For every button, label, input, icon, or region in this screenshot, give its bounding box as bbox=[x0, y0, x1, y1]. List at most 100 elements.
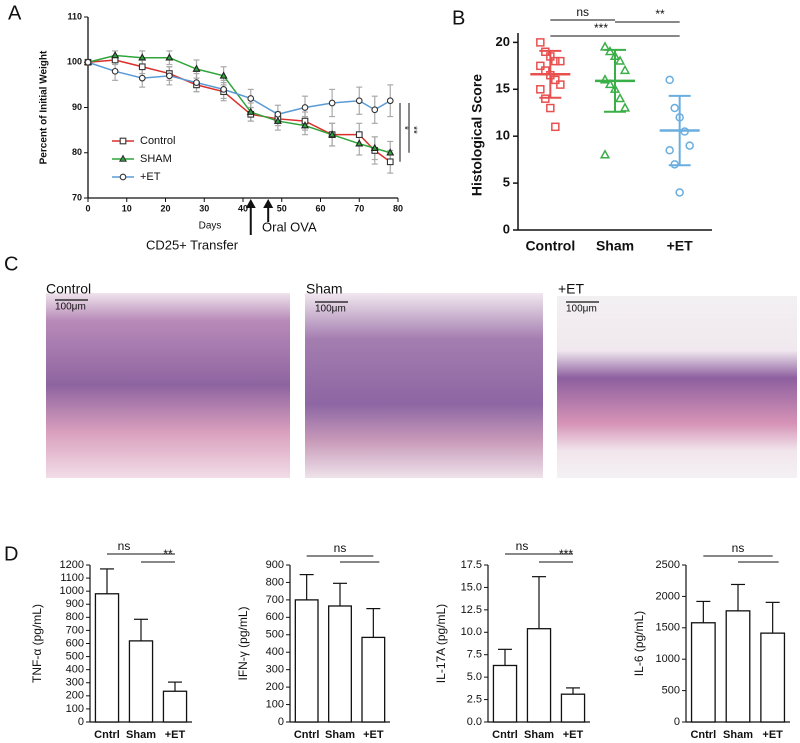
panel-label: B bbox=[452, 7, 465, 29]
marker bbox=[328, 99, 336, 107]
significance-label: ns bbox=[576, 5, 589, 19]
arrow-head bbox=[245, 199, 256, 208]
bar bbox=[725, 610, 751, 723]
marker bbox=[138, 74, 146, 82]
x-tick-label: +ET bbox=[667, 238, 694, 254]
y-tick-label: 0 bbox=[278, 716, 284, 728]
marker bbox=[386, 97, 394, 105]
bar bbox=[361, 636, 386, 723]
marker bbox=[300, 121, 310, 129]
marker bbox=[665, 75, 674, 85]
y-tick-label: 900 bbox=[266, 559, 284, 571]
panel-label: D bbox=[4, 543, 18, 565]
marker bbox=[604, 78, 616, 89]
marker bbox=[665, 146, 674, 155]
arrow-head bbox=[263, 199, 274, 208]
x-tick-label: +ET bbox=[363, 729, 384, 741]
significance-label: ns bbox=[516, 539, 529, 553]
y-tick-label: 1500 bbox=[656, 622, 680, 634]
legend-label: Control bbox=[140, 135, 175, 147]
legend-label: SHAM bbox=[140, 153, 172, 165]
y-tick-label: 10 bbox=[496, 128, 510, 143]
marker bbox=[614, 55, 626, 65]
x-tick-label: 30 bbox=[199, 203, 209, 213]
bar bbox=[94, 593, 120, 723]
x-tick-label: 80 bbox=[393, 203, 403, 213]
y-tick-label: 1000 bbox=[656, 653, 680, 665]
y-tick-label: 300 bbox=[66, 677, 84, 689]
y-tick-label: 300 bbox=[266, 664, 284, 676]
marker bbox=[386, 158, 394, 166]
y-tick-label: 17.5 bbox=[461, 559, 482, 571]
marker bbox=[118, 154, 128, 162]
y-tick-label: 1100 bbox=[60, 572, 84, 584]
marker bbox=[386, 148, 395, 156]
marker bbox=[165, 53, 174, 61]
significance-label: ** bbox=[163, 547, 173, 561]
marker bbox=[119, 173, 127, 181]
marker bbox=[670, 103, 679, 113]
y-tick-label: 700 bbox=[266, 594, 284, 606]
x-tick-label: +ET bbox=[563, 729, 584, 741]
y-tick-label: 0 bbox=[503, 221, 510, 236]
y-tick-label: 5 bbox=[503, 175, 510, 190]
y-tick-label: 20 bbox=[496, 34, 510, 49]
marker bbox=[551, 122, 560, 132]
y-tick-label: 1200 bbox=[60, 559, 84, 571]
y-tick-label: 500 bbox=[662, 685, 680, 697]
marker bbox=[274, 110, 282, 118]
marker bbox=[192, 64, 201, 72]
marker bbox=[541, 66, 550, 75]
x-tick-label: Cntrl bbox=[94, 729, 120, 741]
marker bbox=[246, 107, 255, 115]
x-tick-label: 20 bbox=[160, 203, 170, 213]
panel-label: A bbox=[8, 2, 22, 24]
marker bbox=[536, 61, 545, 71]
x-tick-label: Cntrl bbox=[294, 729, 320, 741]
y-tick-label: 80 bbox=[72, 147, 82, 157]
marker bbox=[556, 56, 565, 66]
y-tick-label: 0 bbox=[78, 716, 84, 728]
x-tick-label: 40 bbox=[238, 203, 248, 213]
marker bbox=[84, 58, 92, 66]
y-axis-label: TNF-α (pg/mL) bbox=[30, 604, 44, 683]
y-axis-label: Percent of Initial Weight bbox=[39, 50, 50, 164]
x-tick-label: Sham bbox=[325, 729, 355, 741]
histology-label: Sham bbox=[306, 281, 343, 297]
bar bbox=[162, 690, 188, 723]
marker bbox=[111, 67, 119, 75]
marker bbox=[614, 92, 626, 103]
x-tick-label: +ET bbox=[762, 729, 783, 741]
marker bbox=[371, 106, 379, 114]
panel-label: C bbox=[4, 253, 18, 275]
bar bbox=[690, 622, 716, 723]
bar bbox=[294, 599, 319, 723]
y-tick-label: 800 bbox=[66, 611, 84, 623]
marker bbox=[220, 86, 227, 93]
bar bbox=[128, 640, 154, 723]
x-tick-label: Sham bbox=[126, 729, 156, 741]
y-tick-label: 110 bbox=[67, 11, 82, 21]
significance-label: ns bbox=[334, 541, 347, 555]
marker bbox=[193, 79, 200, 86]
bar bbox=[492, 664, 518, 723]
significance-label: *** bbox=[559, 547, 573, 561]
marker bbox=[556, 80, 565, 89]
significance-label: *** bbox=[594, 21, 608, 35]
marker bbox=[111, 50, 120, 59]
histology-image bbox=[305, 293, 543, 478]
marker bbox=[536, 38, 545, 47]
series-line bbox=[87, 61, 391, 116]
legend-label: +ET bbox=[140, 171, 161, 183]
annotation: Oral OVA bbox=[262, 219, 317, 234]
x-tick-label: 50 bbox=[277, 203, 287, 213]
y-tick-label: 600 bbox=[266, 611, 284, 623]
marker bbox=[355, 131, 363, 139]
marker bbox=[355, 139, 364, 147]
marker bbox=[119, 137, 127, 145]
bar bbox=[560, 693, 586, 723]
x-tick-label: Cntrl bbox=[690, 729, 716, 741]
x-tick-label: 10 bbox=[122, 203, 132, 213]
marker bbox=[328, 130, 337, 138]
